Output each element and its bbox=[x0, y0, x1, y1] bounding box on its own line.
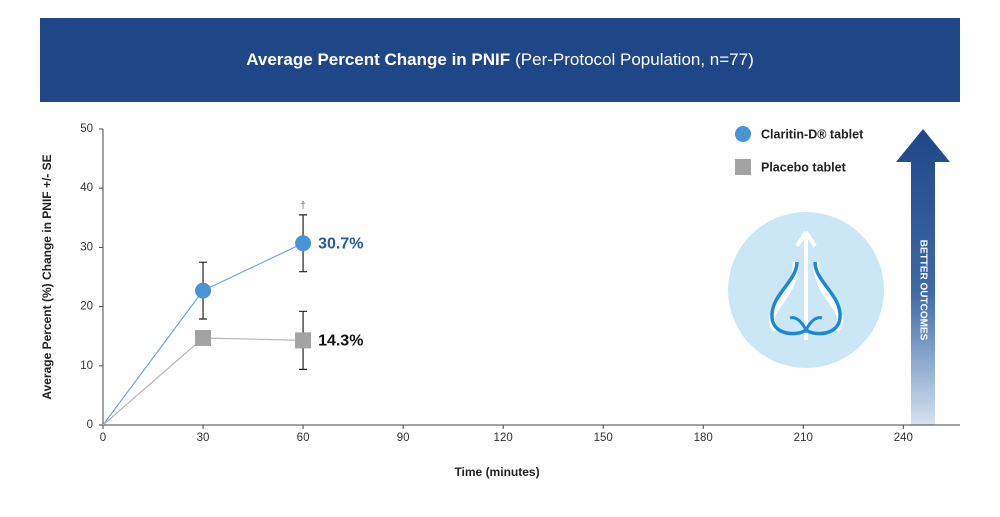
title-band bbox=[40, 18, 960, 102]
y-tick-label: 20 bbox=[80, 301, 93, 313]
legend-swatch bbox=[735, 159, 751, 175]
x-axis-label: Time (minutes) bbox=[454, 465, 539, 479]
y-tick-label: 40 bbox=[80, 182, 93, 194]
data-point bbox=[195, 329, 212, 346]
title-text: Average Percent Change in PNIF bbox=[246, 50, 510, 69]
value-label: 14.3% bbox=[318, 333, 363, 350]
chart-title: Average Percent Change in PNIF (Per-Proto… bbox=[246, 50, 754, 69]
arrow-label: BETTER OUTCOMES bbox=[917, 240, 928, 341]
x-tick-label: 30 bbox=[197, 432, 210, 444]
x-tick-label: 120 bbox=[494, 432, 513, 444]
footnote-mark: † bbox=[300, 200, 306, 211]
legend-label: Placebo tablet bbox=[761, 160, 847, 174]
nose-icon bbox=[728, 212, 884, 368]
outcome-arrow bbox=[896, 129, 950, 425]
data-point bbox=[295, 235, 312, 252]
x-tick-label: 0 bbox=[100, 432, 106, 444]
value-label: 30.7% bbox=[318, 235, 363, 252]
x-tick-label: 180 bbox=[694, 432, 713, 444]
x-tick-label: 150 bbox=[594, 432, 613, 444]
x-tick-label: 210 bbox=[794, 432, 813, 444]
data-point bbox=[295, 332, 312, 349]
data-point bbox=[195, 282, 212, 299]
x-tick-label: 60 bbox=[297, 432, 310, 444]
subtitle: (Per-Protocol Population, n=77) bbox=[515, 50, 754, 69]
y-tick-label: 30 bbox=[80, 241, 93, 253]
x-tick-label: 240 bbox=[894, 432, 913, 444]
series-line bbox=[102, 337, 304, 426]
y-tick-label: 0 bbox=[87, 419, 93, 431]
legend-swatch bbox=[735, 126, 751, 142]
y-tick-label: 50 bbox=[80, 123, 93, 135]
y-tick-label: 10 bbox=[80, 360, 93, 372]
x-tick-label: 90 bbox=[397, 432, 410, 444]
y-axis-label: Average Percent (%) Change in PNIF +/- S… bbox=[40, 154, 54, 399]
legend-label: Claritin-D® tablet bbox=[761, 127, 864, 141]
